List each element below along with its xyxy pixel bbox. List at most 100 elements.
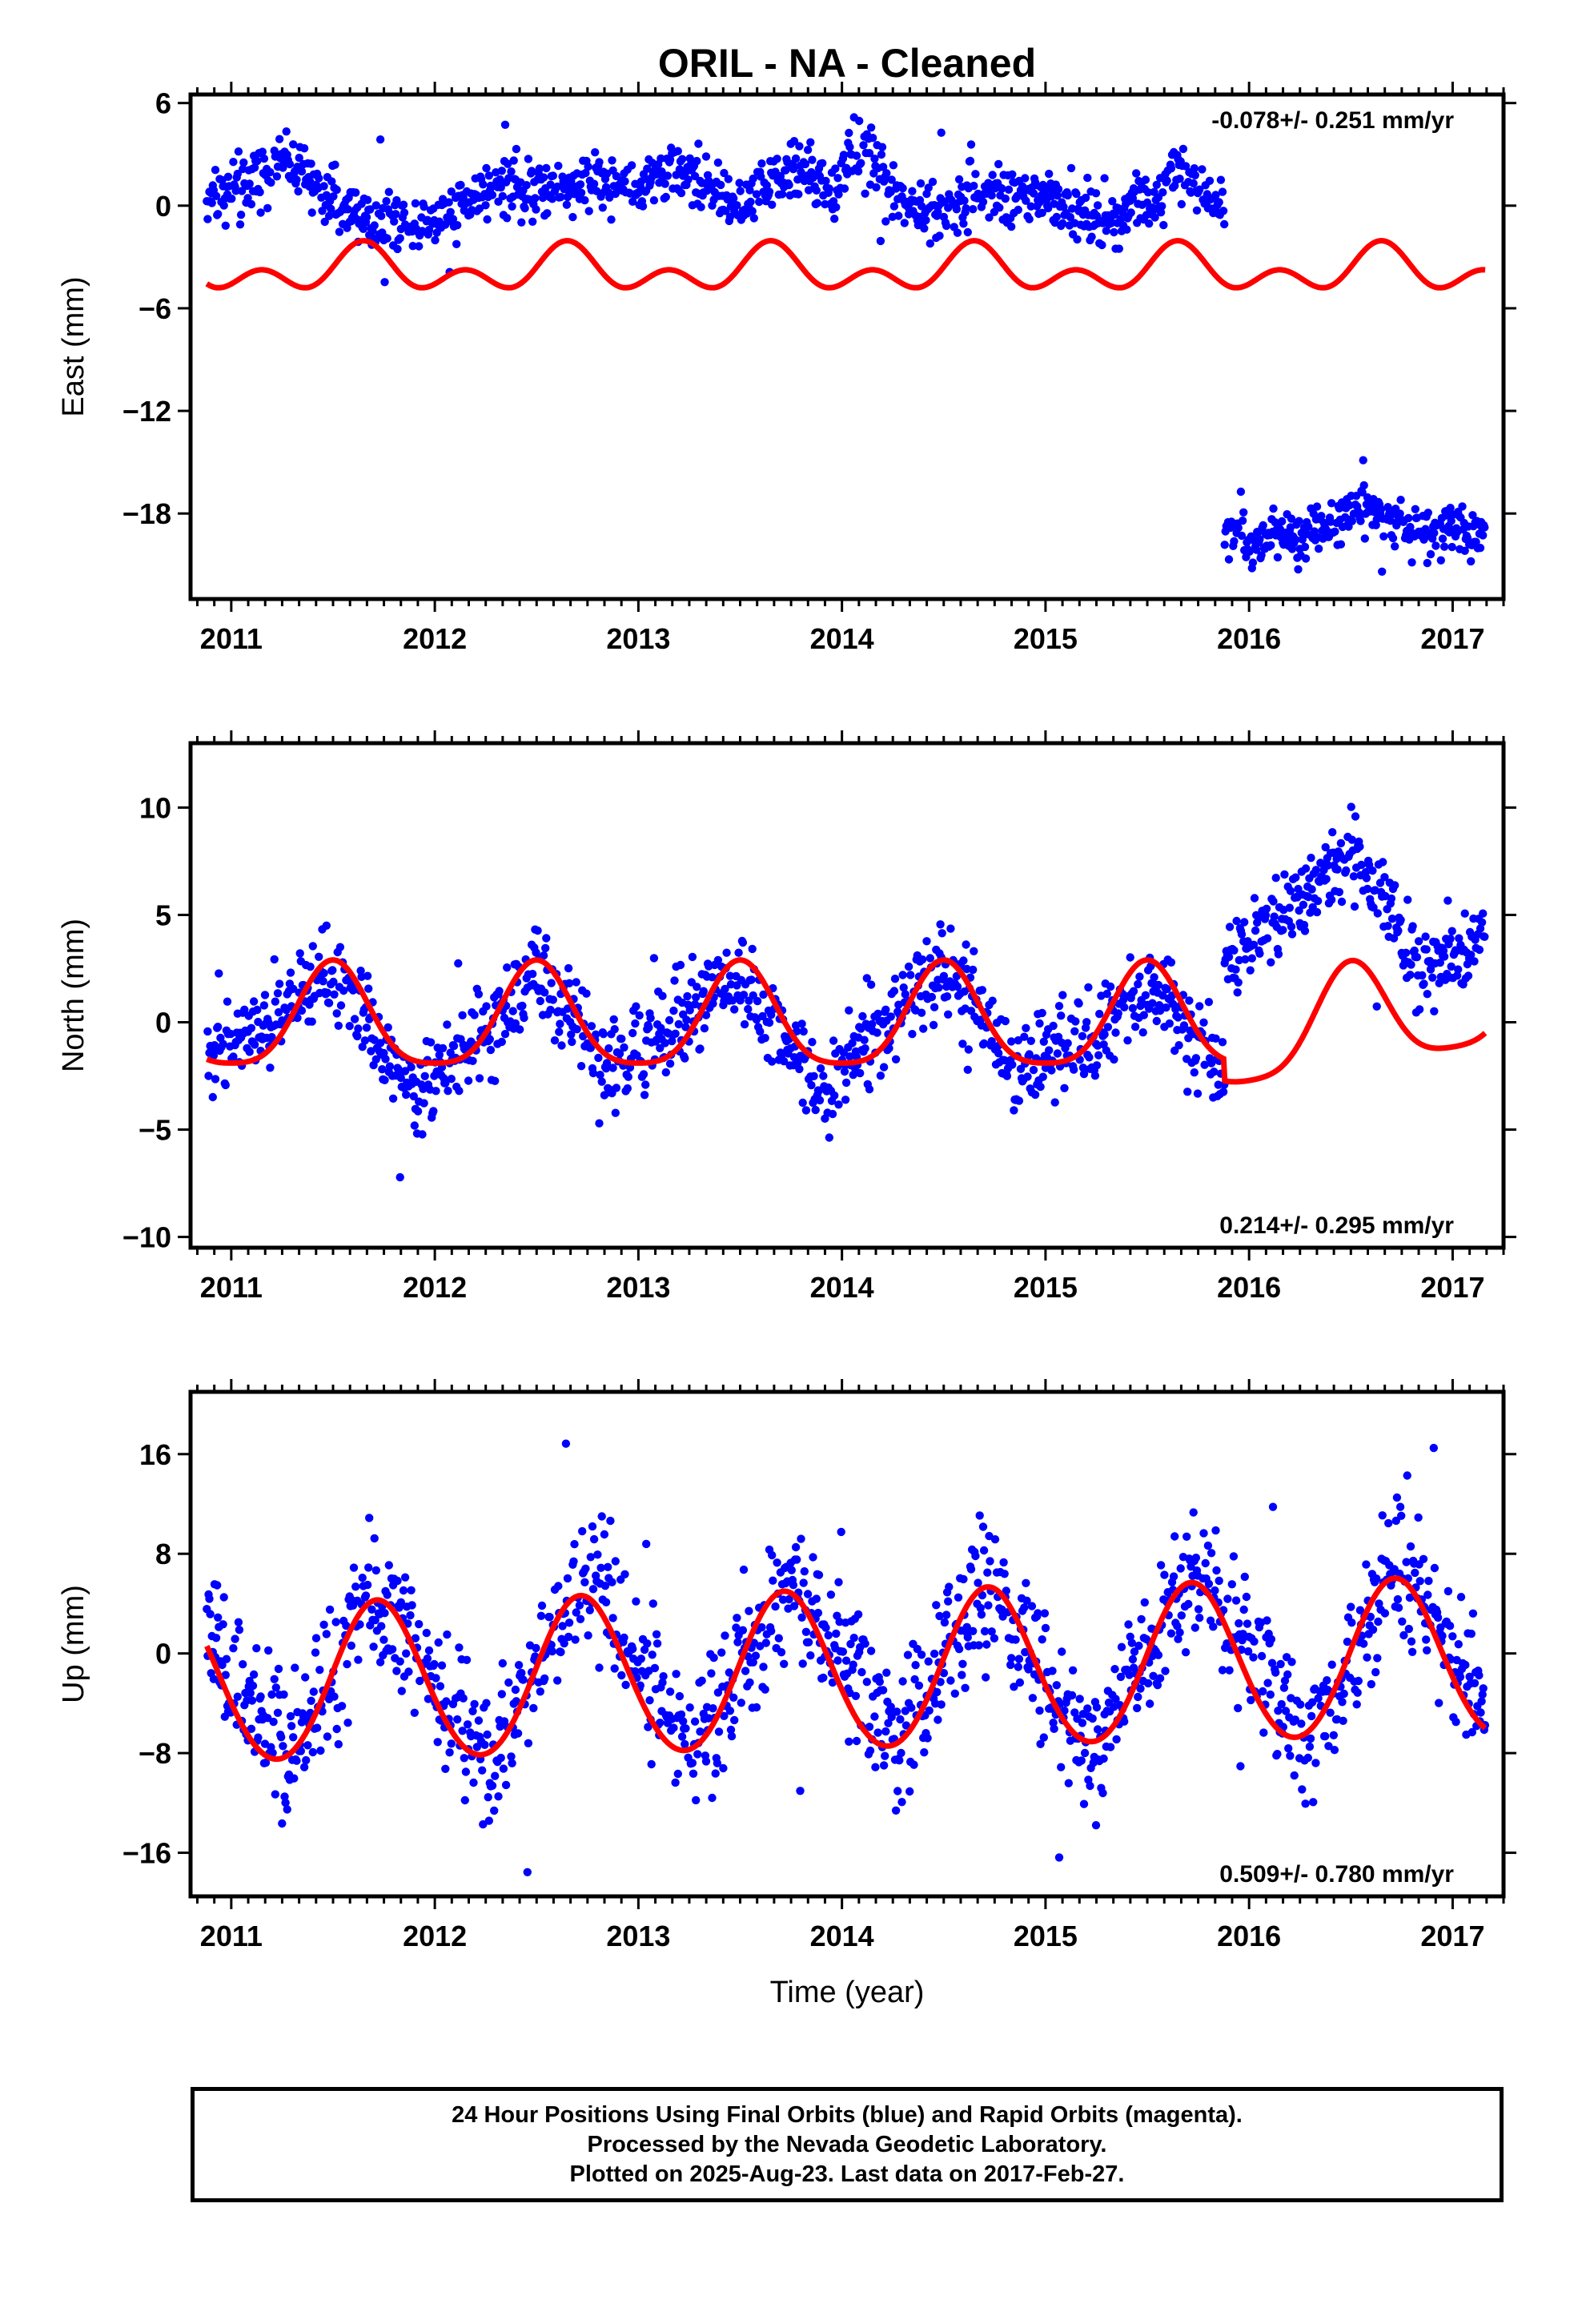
up-point <box>1146 1699 1154 1708</box>
east-point <box>1067 204 1077 213</box>
east-point <box>663 171 673 180</box>
up-point <box>986 1557 994 1566</box>
east-point <box>1190 164 1199 173</box>
up-point <box>1124 1620 1133 1629</box>
east-point <box>363 195 372 204</box>
up-point <box>620 1633 628 1642</box>
up-point <box>1223 1594 1232 1603</box>
east-point <box>1083 173 1092 183</box>
east-point <box>808 155 817 164</box>
up-point <box>600 1582 610 1590</box>
east-point <box>366 205 375 214</box>
east-point <box>1467 557 1476 566</box>
up-point <box>1429 1443 1439 1453</box>
east-point <box>713 158 723 167</box>
up-point <box>978 1590 987 1600</box>
north-x-tick-label: 2013 <box>606 1271 670 1304</box>
up-point <box>424 1646 434 1655</box>
up-point <box>351 1582 360 1591</box>
up-point <box>479 1819 488 1829</box>
up-point <box>512 1697 521 1706</box>
up-point <box>325 1605 335 1614</box>
up-point <box>797 1534 805 1543</box>
north-point <box>1323 861 1333 870</box>
up-point <box>681 1739 689 1749</box>
north-point <box>380 1076 389 1085</box>
east-point <box>825 184 834 193</box>
east-point <box>1468 511 1477 520</box>
up-point <box>845 1737 853 1746</box>
east-y-tick-label: 0 <box>155 190 171 223</box>
up-point <box>572 1608 580 1617</box>
up-point <box>881 1751 889 1760</box>
east-point <box>1150 213 1159 222</box>
up-point <box>1137 1614 1146 1624</box>
up-point <box>1125 1671 1134 1679</box>
up-point <box>1078 1719 1087 1727</box>
north-point <box>693 983 701 991</box>
up-point <box>308 1747 317 1757</box>
up-point <box>905 1787 914 1796</box>
north-point <box>918 955 927 964</box>
north-point <box>658 991 667 1000</box>
north-point <box>1200 1060 1209 1069</box>
north-point <box>1401 948 1411 958</box>
east-point <box>408 242 417 251</box>
up-point <box>1211 1586 1219 1595</box>
north-point <box>482 1002 491 1011</box>
east-point <box>928 177 938 187</box>
up-point <box>1149 1671 1158 1680</box>
east-point <box>1035 198 1044 207</box>
east-point <box>562 200 572 209</box>
east-point <box>327 177 336 186</box>
north-point <box>1291 873 1300 882</box>
east-point <box>320 217 329 227</box>
up-point <box>1435 1699 1443 1707</box>
up-point <box>721 1631 729 1640</box>
up-point <box>1366 1612 1375 1622</box>
east-point <box>370 221 379 230</box>
east-point <box>988 171 997 179</box>
up-point <box>1402 1558 1411 1566</box>
north-point <box>518 1001 527 1011</box>
up-point <box>923 1734 932 1743</box>
east-point <box>853 167 863 176</box>
up-point <box>561 1439 571 1448</box>
up-point <box>400 1573 410 1582</box>
up-point <box>1182 1532 1191 1542</box>
up-point <box>593 1550 602 1559</box>
up-point <box>447 1739 456 1748</box>
east-point <box>916 179 926 188</box>
up-point <box>459 1694 468 1703</box>
east-x-tick-label: 2014 <box>810 622 874 655</box>
north-point <box>297 1006 307 1015</box>
north-point <box>1026 1036 1036 1046</box>
east-point <box>1215 198 1223 207</box>
up-point <box>1422 1635 1431 1644</box>
north-point <box>730 1005 739 1014</box>
up-point <box>1160 1570 1169 1579</box>
up-point <box>1271 1668 1280 1677</box>
up-point <box>1054 1853 1064 1862</box>
north-point <box>1183 1088 1192 1096</box>
east-point <box>724 175 733 183</box>
footer-line-3: Plotted on 2025-Aug-23. Last data on 201… <box>569 2161 1125 2187</box>
up-point <box>1064 1779 1074 1787</box>
east-point <box>926 239 935 248</box>
east-point <box>382 197 391 206</box>
east-point <box>729 194 738 203</box>
north-point <box>1342 866 1351 875</box>
up-point <box>1290 1771 1299 1780</box>
up-point <box>1154 1651 1163 1659</box>
north-point <box>1204 998 1214 1007</box>
up-point <box>892 1707 901 1716</box>
north-point <box>858 1011 867 1021</box>
east-point <box>591 148 600 157</box>
east-point <box>297 167 307 176</box>
north-point <box>458 1011 467 1020</box>
up-point <box>878 1686 888 1695</box>
east-point <box>221 221 230 230</box>
east-point <box>1152 180 1162 189</box>
east-point <box>512 144 521 154</box>
